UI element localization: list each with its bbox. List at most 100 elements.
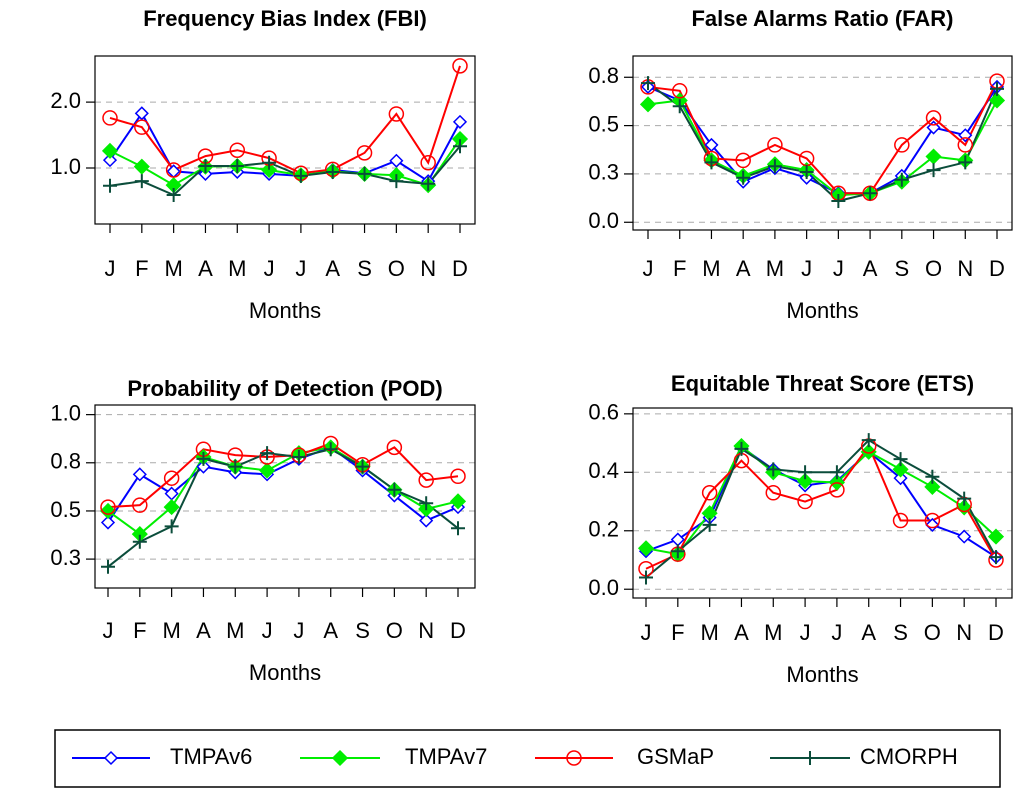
y-tick-label: 0.8 (588, 63, 619, 88)
x-tick-label: A (198, 256, 213, 281)
x-tick-label: A (861, 620, 876, 645)
data-point (420, 154, 436, 171)
data-point (132, 534, 147, 549)
x-tick-label: D (989, 256, 1005, 281)
chart-title: False Alarms Ratio (FAR) (691, 6, 953, 31)
x-tick-label: A (736, 256, 751, 281)
x-tick-label: D (988, 620, 1004, 645)
x-tick-label: N (420, 256, 436, 281)
data-point (323, 442, 338, 457)
data-point (957, 529, 972, 544)
data-point (132, 497, 148, 513)
x-tick-label: O (388, 256, 405, 281)
x-tick-label: M (702, 256, 720, 281)
data-point (355, 459, 370, 474)
data-point (134, 106, 149, 121)
y-tick-label: 0.0 (588, 575, 619, 600)
y-tick-label: 0.3 (588, 160, 619, 185)
data-point (637, 540, 655, 557)
data-point (926, 163, 941, 178)
data-point (765, 485, 782, 501)
data-point (163, 470, 180, 486)
data-point (102, 110, 118, 126)
x-tick-label: O (924, 620, 941, 645)
legend-marker (803, 751, 817, 765)
x-tick-label: J (264, 256, 275, 281)
x-tick-label: F (135, 256, 148, 281)
legend-label: TMPAv7 (405, 744, 487, 769)
data-point (829, 482, 845, 498)
legend-marker (103, 750, 119, 766)
data-point (893, 452, 908, 467)
data-point (639, 96, 657, 113)
data-point (670, 544, 685, 559)
data-point (99, 502, 117, 520)
x-tick-label: N (418, 618, 434, 643)
x-tick-label: A (323, 618, 338, 643)
x-tick-label: M (764, 620, 782, 645)
data-point (734, 441, 749, 456)
data-point (701, 485, 718, 501)
data-point (641, 76, 655, 91)
data-point (357, 166, 372, 181)
y-tick-label: 1.0 (50, 400, 81, 425)
chart-title: Equitable Threat Score (ETS) (671, 371, 974, 396)
data-point (767, 159, 782, 174)
series-line (109, 138, 461, 187)
x-tick-label: A (863, 256, 878, 281)
data-point (101, 142, 119, 159)
plot-frame (94, 55, 476, 225)
y-tick-label: 0.5 (588, 111, 619, 136)
y-tick-label: 0.4 (588, 458, 619, 483)
x-tick-label: M (162, 618, 180, 643)
data-point (925, 110, 942, 126)
data-point (767, 137, 783, 153)
data-point (102, 153, 118, 168)
data-point (957, 491, 972, 506)
x-axis-label: Months (786, 298, 858, 323)
plot-frame (94, 404, 476, 589)
data-point (419, 496, 434, 511)
x-tick-label: J (831, 620, 842, 645)
data-point (799, 165, 814, 179)
data-point (766, 462, 781, 477)
y-tick-label: 0.5 (50, 497, 81, 522)
series-line (645, 438, 997, 579)
data-point (101, 559, 115, 574)
x-axis-label: Months (249, 660, 321, 685)
data-point (831, 194, 846, 208)
data-point (797, 493, 813, 510)
legend-label: TMPAv6 (170, 744, 252, 769)
data-point (134, 119, 150, 135)
y-tick-label: 0.6 (588, 400, 619, 425)
data-point (452, 58, 468, 74)
data-point (957, 137, 974, 153)
x-tick-label: J (295, 256, 306, 281)
x-tick-label: J (293, 618, 304, 643)
data-point (449, 493, 467, 510)
data-point (166, 188, 181, 203)
plot-frame (632, 407, 1013, 599)
data-point (165, 162, 182, 178)
data-point (451, 521, 465, 536)
data-point (293, 168, 308, 183)
x-tick-label: J (641, 620, 652, 645)
data-point (798, 465, 813, 480)
data-point (389, 174, 404, 189)
data-point (894, 137, 910, 153)
y-tick-label: 2.0 (50, 88, 81, 113)
x-tick-label: J (105, 256, 116, 281)
data-point (230, 159, 245, 174)
data-point (639, 570, 653, 585)
legend-label: CMORPH (860, 744, 958, 769)
data-point (671, 83, 688, 99)
chart-title: Frequency Bias Index (FBI) (143, 6, 427, 31)
series-line (109, 111, 461, 183)
x-tick-label: D (452, 256, 468, 281)
data-point (356, 145, 373, 161)
chart-title: Probability of Detection (POD) (127, 376, 442, 401)
x-tick-label: D (450, 618, 466, 643)
x-tick-label: J (103, 618, 114, 643)
x-tick-label: N (957, 256, 973, 281)
data-point (958, 155, 973, 170)
